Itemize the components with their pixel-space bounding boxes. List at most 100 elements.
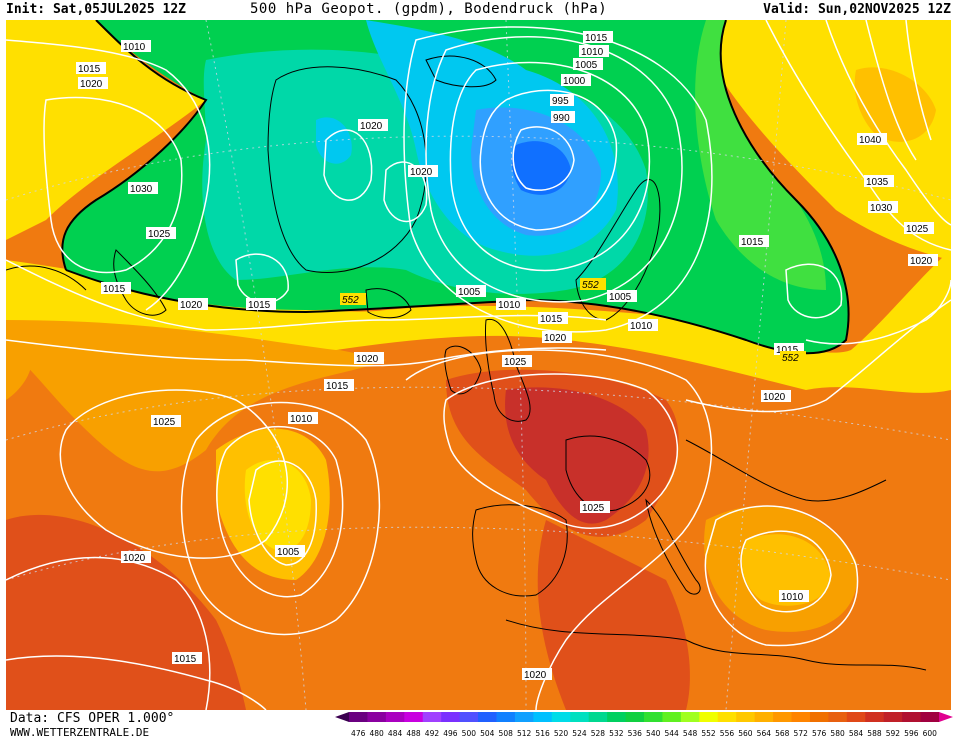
isobar-label: 1010 <box>288 412 318 425</box>
isobar-low-990 <box>512 126 575 191</box>
colorbar-level-label: 528 <box>591 729 606 738</box>
colorbar-level-label: 508 <box>499 729 514 738</box>
colorbar-swatch <box>607 712 627 722</box>
svg-text:1035: 1035 <box>866 177 889 188</box>
height-labels: 552 552 552 <box>340 278 806 364</box>
fill-yellow-azores <box>244 460 311 551</box>
isobar-label: 1020 <box>761 390 791 403</box>
coast-ireland <box>444 345 482 395</box>
svg-text:1010: 1010 <box>123 42 146 53</box>
isobar-label: 995 <box>550 94 574 107</box>
colorbar-swatch <box>717 712 737 722</box>
isobar-siberia-1040 <box>905 20 932 141</box>
svg-text:1015: 1015 <box>540 314 563 325</box>
colorbar-level-label: 480 <box>369 729 384 738</box>
isobar-label: 1010 <box>779 590 809 603</box>
coast-greenland <box>267 66 427 274</box>
valid-time-label: Valid: Sun,02NOV2025 12Z <box>763 2 951 17</box>
graticule <box>6 20 951 710</box>
svg-text:1020: 1020 <box>180 300 203 311</box>
isobar-labels: 1010 1015 1020 1030 1025 1015 1020 1015 … <box>76 31 938 681</box>
isobar-canada-high <box>43 96 183 274</box>
isobar-label: 1035 <box>864 175 894 188</box>
colorbar-level-label: 600 <box>923 729 938 738</box>
fill-blue-low-core <box>511 141 571 195</box>
isobar-label: 1020 <box>408 165 438 178</box>
colorbar-level-label: 500 <box>462 729 477 738</box>
height-label: 552 <box>340 293 366 306</box>
isobar-siberia-1035 <box>865 20 917 161</box>
isobar-label: 1015 <box>101 282 131 295</box>
colorbar-swatch <box>809 712 829 722</box>
color-scale-labels: 476 480 484 488 492 496 500 504 508 512 516 520 524 5… <box>351 729 937 738</box>
svg-text:1020: 1020 <box>123 553 146 564</box>
color-scale-swatches <box>335 712 953 722</box>
isobar-label: 1015 <box>246 298 276 311</box>
isobar-label: 1025 <box>502 355 532 368</box>
colorbar-level-label: 524 <box>572 729 587 738</box>
coast-iceland <box>365 288 412 319</box>
isobar-label: 1005 <box>573 58 603 71</box>
colorbar-level-label: 520 <box>554 729 569 738</box>
svg-text:1010: 1010 <box>498 300 521 311</box>
svg-text:1030: 1030 <box>870 203 893 214</box>
fill-yellow-band <box>6 250 951 393</box>
colorbar-swatch <box>846 712 866 722</box>
svg-text:552: 552 <box>342 295 359 306</box>
svg-text:1020: 1020 <box>763 392 786 403</box>
map-canvas: 1010 1015 1020 1030 1025 1015 1020 1015 … <box>6 20 951 710</box>
isobar-label: 1020 <box>908 254 938 267</box>
height-contour-552-west <box>61 20 208 271</box>
colorbar-swatch <box>385 712 405 722</box>
isobar-1020-band <box>6 339 607 367</box>
isobar-label: 1025 <box>151 415 181 428</box>
graticule-lat-2 <box>6 526 951 581</box>
data-source-label: Data: CFS OPER 1.000° <box>10 711 175 726</box>
colorbar-swatch <box>662 712 682 722</box>
isobar-azores-1005 <box>248 460 317 566</box>
colorbar-level-label: 496 <box>443 729 458 738</box>
isobar-label: 1015 <box>583 31 613 44</box>
colorbar-level-label: 596 <box>904 729 919 738</box>
isobar-balkans-1020 <box>685 299 951 413</box>
colorbar-level-label: 576 <box>812 729 827 738</box>
isobar-europe-1025 <box>443 373 678 529</box>
isobar-label: 1005 <box>275 545 305 558</box>
isobar-subtrop-1015 <box>6 655 267 710</box>
colorbar-level-label: 552 <box>701 729 716 738</box>
colorbar-swatch <box>625 712 645 722</box>
coast-italy <box>645 498 701 595</box>
isobar-label: 1025 <box>904 222 934 235</box>
svg-text:1020: 1020 <box>544 333 567 344</box>
colorbar-level-label: 516 <box>535 729 550 738</box>
isobar-russia-1015 <box>785 263 843 319</box>
svg-text:1010: 1010 <box>630 321 653 332</box>
isobar-label: 1010 <box>579 45 609 58</box>
colorbar-swatch <box>551 712 571 722</box>
svg-text:1030: 1030 <box>130 184 153 195</box>
colorbar-level-label: 488 <box>406 729 421 738</box>
svg-text:1000: 1000 <box>563 76 586 87</box>
height-contour-552 <box>65 20 850 355</box>
colorbar-swatch <box>478 712 497 722</box>
isobar-greenland-1020a <box>323 129 373 201</box>
coast-labrador <box>6 265 87 291</box>
colorbar-level-label: 532 <box>609 729 624 738</box>
isobar-siberia-1020 <box>805 279 951 345</box>
map-header: Init: Sat,05JUL2025 12Z 500 hPa Geopot. … <box>0 0 959 20</box>
svg-text:1010: 1010 <box>290 414 313 425</box>
map-title: 500 hPa Geopot. (gpdm), Bodendruck (hPa) <box>250 1 608 17</box>
isobar-label: 1040 <box>857 133 887 146</box>
colorbar-swatch <box>902 712 922 722</box>
graticule-lat-1 <box>6 386 951 441</box>
coast-north-africa <box>505 619 927 671</box>
coast-france <box>565 435 651 512</box>
isobar-label: 1015 <box>172 652 202 665</box>
website-label: WWW.WETTERZENTRALE.DE <box>10 726 150 739</box>
coast-newfoundland <box>113 249 167 316</box>
svg-text:1005: 1005 <box>609 292 632 303</box>
svg-text:1015: 1015 <box>326 381 349 392</box>
height-label: 552 <box>780 351 806 364</box>
svg-text:1015: 1015 <box>174 654 197 665</box>
isobar-label: 1030 <box>128 182 158 195</box>
